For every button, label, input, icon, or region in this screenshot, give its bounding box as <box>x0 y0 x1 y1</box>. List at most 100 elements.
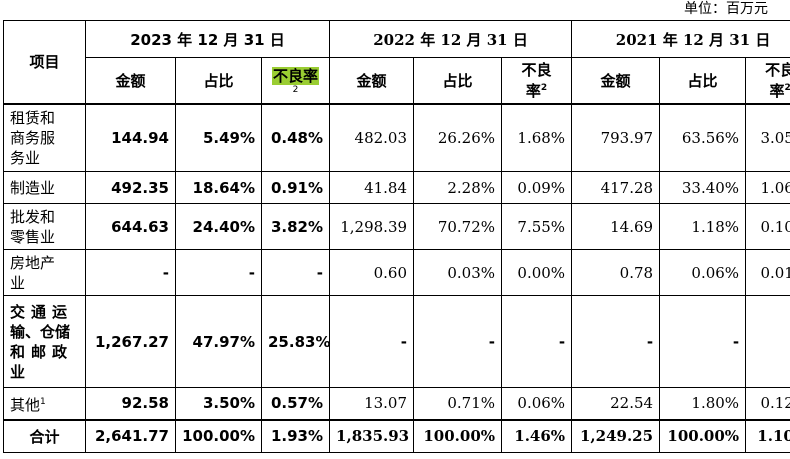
npl-2021: 0.12% <box>745 387 790 420</box>
table-row: 其他1 92.58 3.50% 0.57% 13.07 0.71% 0.06% … <box>3 387 790 420</box>
ratio-2021: 33.40% <box>659 171 747 204</box>
footnote-mark: 2 <box>784 82 790 93</box>
table-row: 交通运 输、仓储 和邮政业 1,267.27 47.97% 25.83% - - -… <box>3 295 790 388</box>
npl-2022: 7.55% <box>501 203 573 250</box>
ratio-2023: 24.40% <box>175 203 262 250</box>
npl-2023: 3.82% <box>260 203 331 250</box>
npl-line1: 不良 <box>521 60 552 79</box>
ratio-2023: 18.64% <box>175 171 262 204</box>
unit-label: 单位：百万元 <box>684 1 768 17</box>
total-label: 合计 <box>3 418 86 453</box>
header-row-2: 金额 占比 不良率 2 金额 占比 不良 率2 金额 占比 不良 率2 <box>3 57 790 105</box>
amount-2022: 41.84 <box>329 171 415 204</box>
industry-cell: 制造业 <box>3 171 86 204</box>
amount-2022: 13.07 <box>329 387 415 420</box>
npl-2023: 0.57% <box>260 387 331 420</box>
ratio-2021: 63.56% <box>659 103 747 172</box>
amount-2023: 644.63 <box>85 203 176 250</box>
npl-2021: 0.10% <box>745 203 790 250</box>
amount-2021: 22.54 <box>571 387 661 420</box>
header-amount-2023: 金额 <box>85 57 176 105</box>
table-row: 租赁和 商务服 务业 144.94 5.49% 0.48% 482.03 26.26… <box>3 103 790 172</box>
industry-cell: 房地产业 <box>3 249 86 296</box>
header-row-1: 项目 2023 年 12 月 31 日 2022 年 12 月 31 日 202… <box>3 20 790 104</box>
total-amount-2022: 1,835.93 <box>329 418 415 453</box>
header-npl-2023: 不良率 2 <box>260 57 331 105</box>
header-2021: 2021 年 12 月 31 日 <box>571 20 790 58</box>
total-amount-2023: 2,641.77 <box>85 418 176 453</box>
total-npl-2023: 1.93% <box>260 418 331 453</box>
npl-2023: 0.48% <box>260 103 331 172</box>
npl-line1: 不良 <box>765 60 790 79</box>
industry-cell: 批发和 零售业 <box>3 203 86 250</box>
ratio-2021: 1.18% <box>659 203 747 250</box>
npl-2022: 0.00% <box>501 249 573 296</box>
ratio-2022: - <box>413 295 503 388</box>
footnote-mark: 2 <box>540 82 548 93</box>
amount-2021: 14.69 <box>571 203 661 250</box>
amount-2023: 144.94 <box>85 103 176 172</box>
amount-2022: 1,298.39 <box>329 203 415 250</box>
amount-2021: - <box>571 295 661 388</box>
npl-line2: 率 <box>769 81 785 100</box>
npl-line2: 率 <box>525 81 541 100</box>
npl-2023: 25.83% <box>260 295 330 388</box>
header-ratio-2021: 占比 <box>659 57 747 105</box>
industry-cell: 其他1 <box>3 387 86 420</box>
amount-2021: 417.28 <box>571 171 661 204</box>
ratio-2023: 5.49% <box>175 103 262 172</box>
ratio-2022: 0.71% <box>413 387 503 420</box>
npl-highlight: 不良率 <box>272 67 320 86</box>
npl-2021: 0.01% <box>745 249 790 296</box>
table-row: 房地产业 - - - 0.60 0.03% 0.00% 0.78 0.06% 0… <box>3 249 790 296</box>
npl-2022: 0.09% <box>501 171 573 204</box>
total-amount-2021: 1,249.25 <box>571 418 661 453</box>
total-ratio-2021: 100.00% <box>659 418 747 453</box>
npl-2023: 0.91% <box>260 171 331 204</box>
npl-2022: - <box>501 295 573 388</box>
total-npl-2021: 1.10% <box>745 418 790 453</box>
amount-2023: 92.58 <box>85 387 176 420</box>
total-ratio-2022: 100.00% <box>413 418 503 453</box>
ratio-2022: 2.28% <box>413 171 503 204</box>
table-row: 制造业 492.35 18.64% 0.91% 41.84 2.28% 0.09… <box>3 171 790 204</box>
ratio-2021: 0.06% <box>659 249 747 296</box>
header-ratio-2022: 占比 <box>413 57 503 105</box>
amount-2023: - <box>85 249 176 296</box>
ratio-2023: 3.50% <box>175 387 262 420</box>
table-row: 批发和 零售业 644.63 24.40% 3.82% 1,298.39 70.7… <box>3 203 790 250</box>
ratio-2023: - <box>175 249 262 296</box>
amount-2023: 492.35 <box>85 171 176 204</box>
amount-2022: 0.60 <box>329 249 415 296</box>
header-amount-2021: 金额 <box>571 57 661 105</box>
industry-cell: 交通运 输、仓储 和邮政业 <box>3 295 86 388</box>
npl-2021: 1.06% <box>745 171 790 204</box>
header-ratio-2023: 占比 <box>175 57 262 105</box>
amount-2021: 793.97 <box>571 103 661 172</box>
npl-2022: 0.06% <box>501 387 573 420</box>
amount-2023: 1,267.27 <box>85 295 176 388</box>
amount-2021: 0.78 <box>571 249 661 296</box>
industry-distribution-table: 项目 2023 年 12 月 31 日 2022 年 12 月 31 日 202… <box>3 20 790 453</box>
footnote-mark: 2 <box>292 85 299 96</box>
ratio-2022: 70.72% <box>413 203 503 250</box>
amount-2022: 482.03 <box>329 103 415 172</box>
header-item: 项目 <box>3 20 86 104</box>
total-npl-2022: 1.46% <box>501 418 573 453</box>
npl-2023: - <box>260 249 331 296</box>
ratio-2022: 26.26% <box>413 103 503 172</box>
header-amount-2022: 金额 <box>329 57 415 105</box>
amount-2022: - <box>329 295 415 388</box>
header-2022: 2022 年 12 月 31 日 <box>329 20 573 58</box>
ratio-2021: 1.80% <box>659 387 747 420</box>
total-ratio-2023: 100.00% <box>175 418 262 453</box>
ratio-2023: 47.97% <box>175 295 262 388</box>
ratio-2021: - <box>659 295 747 388</box>
npl-2021: 3.05% <box>745 103 790 172</box>
industry-cell: 租赁和 商务服 务业 <box>3 103 86 172</box>
footnote-mark: 1 <box>40 396 46 407</box>
npl-2022: 1.68% <box>501 103 573 172</box>
header-2023: 2023 年 12 月 31 日 <box>84 20 331 58</box>
npl-2021: - <box>745 295 790 388</box>
header-npl-2022: 不良 率2 <box>501 57 573 105</box>
